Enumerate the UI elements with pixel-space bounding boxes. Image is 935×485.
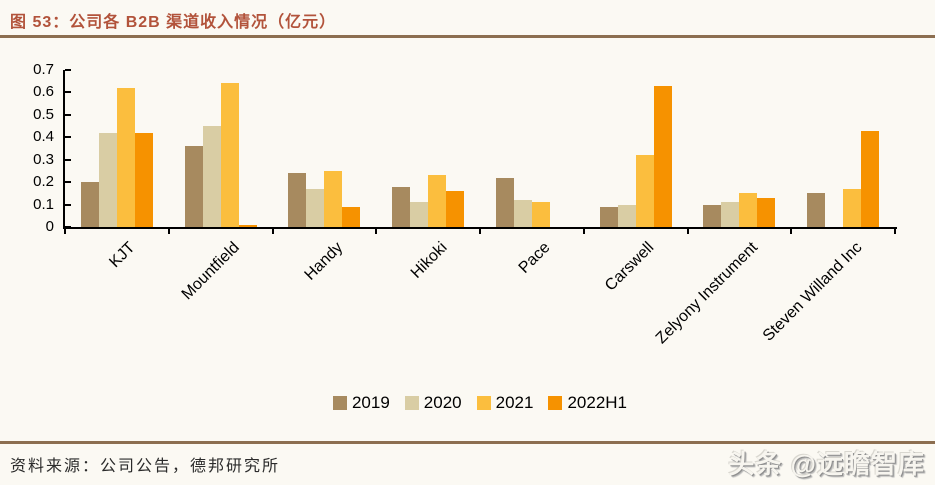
bar-2020-Handy	[306, 189, 324, 227]
y-axis-tick	[65, 181, 71, 184]
legend-label: 2020	[423, 393, 462, 412]
chart-legend: 2019 2020 2021 2022H1	[65, 393, 895, 413]
legend-item-2020: 2020	[404, 393, 462, 413]
source-note: 资料来源：公司公告，德邦研究所	[10, 458, 281, 475]
bar-2020-Mountfield	[203, 126, 221, 227]
bar-2021-Hikoki	[428, 175, 446, 227]
legend-item-2021: 2021	[476, 393, 534, 413]
legend-label: 2021	[495, 393, 534, 412]
bar-2021-Mountfield	[221, 83, 239, 227]
bar-chart: 0 0.1 0.2 0.3 0.4 0.5 0.6 0.7 KJT Mountfield Handy…	[33, 61, 897, 413]
bar-2021-Steven Willand Inc	[843, 189, 861, 227]
y-axis-tick	[65, 226, 71, 228]
legend-label: 2019	[351, 393, 390, 412]
legend-swatch-icon	[548, 396, 563, 410]
y-axis-tick	[65, 113, 71, 116]
bar-2019-Carswell	[600, 207, 618, 227]
bar-2021-Handy	[324, 171, 342, 227]
x-axis-tick	[271, 227, 274, 234]
y-axis-tick	[65, 91, 71, 94]
category-label: Hikoki	[407, 239, 451, 282]
y-tick-label: 0.6	[33, 83, 54, 101]
title-divider	[0, 35, 935, 38]
bar-2022H1-Zelyony Instrument	[757, 198, 775, 227]
category-label: Carswell	[602, 239, 658, 295]
bar-2021-KJT	[117, 88, 135, 227]
bar-2022H1-Handy	[342, 207, 360, 227]
y-tick-label: 0.7	[33, 61, 54, 78]
y-tick-label: 0.5	[33, 105, 54, 123]
y-tick-label: 0.4	[33, 128, 54, 146]
category-label: Pace	[516, 239, 554, 277]
bar-2019-Handy	[288, 173, 306, 227]
legend-swatch-icon	[476, 396, 491, 410]
bar-2020-KJT	[99, 133, 117, 227]
legend-label: 2022H1	[567, 393, 628, 412]
bar-2020-Hikoki	[410, 202, 428, 227]
bar-2022H1-Carswell	[654, 86, 672, 227]
x-axis-tick	[686, 227, 689, 234]
x-axis-tick	[790, 227, 793, 234]
y-axis-tick	[65, 158, 71, 161]
bar-2019-Mountfield	[185, 146, 203, 227]
bar-2021-Pace	[532, 202, 550, 227]
bar-2020-Pace	[514, 200, 532, 227]
bar-2021-Carswell	[636, 155, 654, 227]
category-label: Mountfield	[178, 239, 243, 304]
bar-2019-KJT	[81, 182, 99, 227]
bar-2022H1-Hikoki	[446, 191, 464, 227]
bar-2022H1-Steven Willand Inc	[861, 131, 879, 227]
category-label: Zelyony Instrument	[653, 239, 762, 348]
x-axis-tick	[582, 227, 585, 234]
y-axis-tick	[65, 136, 71, 139]
legend-item-2019: 2019	[332, 393, 390, 413]
watermark: 头条 @远瞻智库	[728, 449, 925, 479]
bar-2019-Steven Willand Inc	[807, 193, 825, 227]
x-axis-tick	[375, 227, 378, 234]
legend-swatch-icon	[332, 396, 347, 410]
category-label: KJT	[106, 239, 139, 272]
legend-swatch-icon	[404, 396, 419, 410]
x-axis-tick	[167, 227, 170, 234]
x-axis-tick	[479, 227, 481, 234]
category-label: Steven Willand Inc	[759, 239, 866, 345]
bar-2019-Hikoki	[392, 187, 410, 227]
y-axis-tick	[65, 203, 71, 206]
y-tick-label: 0.3	[33, 150, 54, 168]
footer-divider	[0, 441, 935, 444]
x-axis-tick	[894, 227, 896, 234]
legend-item-2022H1: 2022H1	[548, 393, 627, 413]
bar-2022H1-KJT	[135, 133, 153, 227]
bar-2019-Zelyony Instrument	[703, 205, 721, 227]
bar-2020-Carswell	[618, 205, 636, 227]
bar-2020-Zelyony Instrument	[721, 202, 739, 227]
y-axis-tick	[65, 69, 71, 71]
bar-2022H1-Mountfield	[239, 225, 257, 227]
x-axis-tick	[64, 227, 66, 234]
category-label: Handy	[301, 239, 347, 284]
y-tick-label: 0.1	[33, 195, 54, 213]
y-tick-label: 0.2	[33, 173, 54, 191]
figure-title: 图 53：公司各 B2B 渠道收入情况（亿元）	[10, 14, 337, 31]
bar-2019-Pace	[496, 178, 514, 227]
y-tick-label: 0	[45, 218, 54, 235]
bar-2021-Zelyony Instrument	[739, 193, 757, 227]
